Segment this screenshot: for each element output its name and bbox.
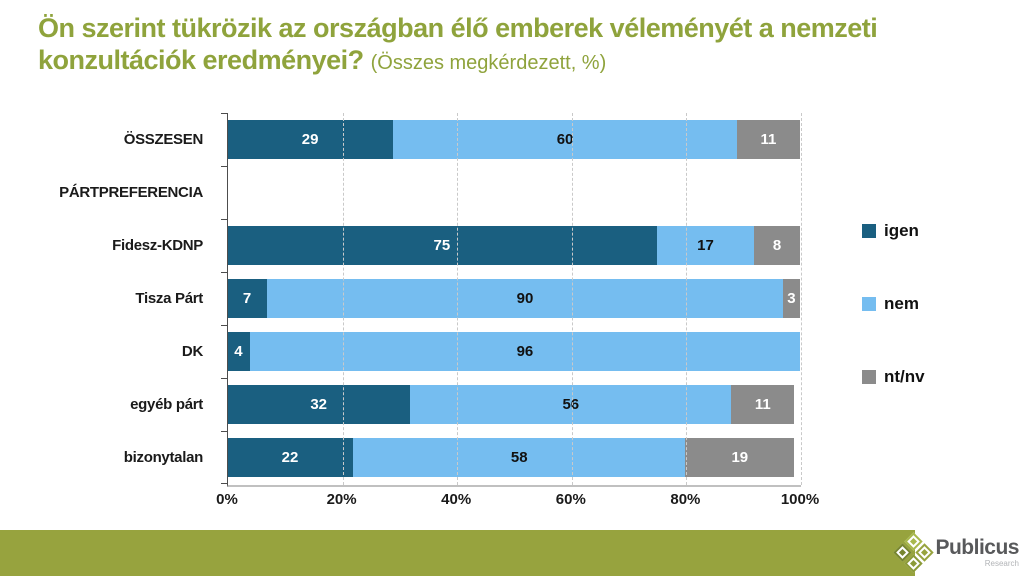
x-axis-tick-label: 0%	[216, 491, 238, 508]
chart-subtitle: (Összes megkérdezett, %)	[370, 52, 607, 75]
category-label: ÖSSZESEN	[123, 131, 204, 148]
publicus-diamonds-icon	[893, 532, 935, 573]
legend-label: igen	[884, 221, 919, 240]
category-label: PÁRTPREFERENCIA	[59, 184, 203, 201]
gridline	[801, 113, 802, 485]
legend-swatch-icon	[862, 224, 876, 238]
category-label: DK	[181, 343, 203, 360]
brand-name: Publicus	[935, 535, 1019, 559]
bar-segment-nem: 60	[393, 120, 737, 159]
bar-segment-nt-nv: 3	[782, 279, 800, 318]
bar-segment-igen: 4	[227, 332, 250, 371]
stacked-bar: 7 90 3	[227, 279, 800, 318]
bar-segment-igen: 32	[227, 385, 411, 424]
chart-title: Ön szerint tükrözik az országban élő emb…	[38, 12, 973, 77]
x-axis-tick-label: 100%	[780, 491, 820, 508]
publicus-logo: Publicus Research	[893, 532, 1019, 573]
legend-swatch-icon	[862, 370, 876, 384]
legend-item: igen	[862, 221, 925, 241]
x-axis-tick-label: 80%	[670, 491, 701, 508]
brand-text: Publicus Research	[935, 537, 1019, 568]
bar-segment-nt-nv: 8	[754, 226, 800, 265]
legend-swatch-icon	[862, 297, 876, 311]
stacked-bar	[227, 173, 800, 212]
chart-row: PÁRTPREFERENCIA	[0, 166, 800, 219]
bar-segment-nem: 56	[410, 385, 732, 424]
x-axis-tick-label: 40%	[441, 491, 472, 508]
legend-label: nt/nv	[884, 367, 925, 386]
bar-segment-igen: 75	[227, 226, 657, 265]
bar-segment-nem: 90	[267, 279, 783, 318]
bar-segment-nem: 58	[353, 438, 686, 477]
chart-title-main: Ön szerint tükrözik az országban élő emb…	[38, 13, 878, 76]
bar-segment-nt-nv: 11	[731, 385, 795, 424]
legend: igen nem nt/nv	[862, 221, 925, 440]
bar-segment-nem: 96	[249, 332, 800, 371]
stacked-bar: 75 17 8	[227, 226, 800, 265]
bar-segment-nem: 17	[656, 226, 755, 265]
chart-row: ÖSSZESEN 29 60 11	[0, 113, 800, 166]
stacked-bar: 22 58 19	[227, 438, 800, 477]
stacked-bar: 4 96	[227, 332, 800, 371]
bar-segment-igen: 22	[227, 438, 354, 477]
bar-segment-nt-nv: 19	[685, 438, 795, 477]
chart-row: bizonytalan 22 58 19	[0, 431, 800, 484]
chart-row: DK 4 96	[0, 325, 800, 378]
category-label: Tisza Párt	[135, 290, 203, 307]
footer-band	[0, 530, 915, 576]
legend-item: nem	[862, 294, 925, 314]
x-axis: 0% 20% 40% 60% 80% 100%	[216, 491, 819, 511]
bar-segment-nt-nv: 11	[736, 120, 800, 159]
chart-row: egyéb párt 32 56 11	[0, 378, 800, 431]
stacked-bar: 32 56 11	[227, 385, 800, 424]
chart-row: Tisza Párt 7 90 3	[0, 272, 800, 325]
legend-label: nem	[884, 294, 919, 313]
x-axis-tick-label: 60%	[555, 491, 586, 508]
category-label: bizonytalan	[123, 449, 204, 466]
brand-subtitle: Research	[984, 558, 1019, 568]
stacked-bar-rows: ÖSSZESEN 29 60 11 PÁRTPREFERENCIA Fidesz-KDNP…	[0, 113, 800, 484]
stacked-bar: 29 60 11	[227, 120, 800, 159]
chart-row: Fidesz-KDNP 75 17 8	[0, 219, 800, 272]
bar-segment-igen: 7	[227, 279, 268, 318]
x-axis-tick-label: 20%	[326, 491, 357, 508]
category-label: Fidesz-KDNP	[112, 237, 203, 254]
category-label: egyéb párt	[130, 396, 203, 413]
bar-segment-igen: 29	[227, 120, 394, 159]
legend-item: nt/nv	[862, 367, 925, 387]
